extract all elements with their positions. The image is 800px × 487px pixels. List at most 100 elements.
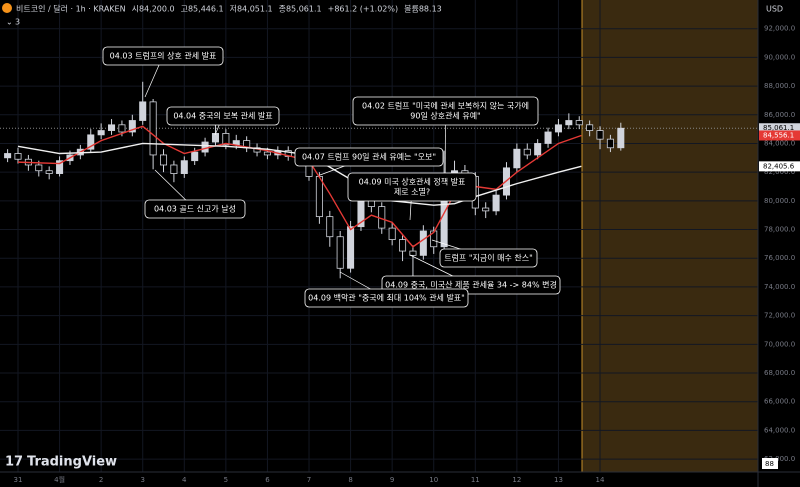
candle (388, 222, 396, 246)
candle-body (596, 130, 604, 140)
moving-average (17, 142, 582, 206)
candle (399, 235, 407, 262)
annotation-text: 90일 상호관세 유예" (410, 111, 480, 121)
annotation-box (352, 96, 539, 126)
candle (565, 113, 573, 130)
candle (4, 149, 12, 163)
candle-body (56, 160, 64, 174)
candle (544, 127, 552, 148)
price-label-box (759, 130, 800, 141)
x-tick-label: 8 (348, 476, 352, 484)
candle-body (45, 170, 53, 174)
axes: 62,000.0 64,000.0 66,000.0 68,000.0 70,000.0… (14, 25, 800, 484)
x-tick-label: 11 (471, 476, 480, 484)
header-text: 비트코인 / 달러 · 1h · KRAKEN (16, 4, 126, 14)
highlight-region (582, 0, 758, 472)
annotation-text: 04.04 중국의 보복 관세 발표 (173, 111, 272, 121)
annotation-text: 04.02 트럼프 "미국에 관세 보복하지 않는 국가에 (362, 101, 529, 111)
price-label-box (759, 123, 800, 134)
candle-body (35, 164, 43, 172)
candle (596, 126, 604, 150)
y-tick-label: 80,000.0 (764, 197, 795, 205)
x-tick-label: 6 (265, 476, 270, 484)
header-text: 볼륨88.13 (404, 4, 442, 14)
annotation-box (166, 106, 280, 126)
plot (0, 81, 758, 279)
y-tick-label: 72,000.0 (764, 312, 795, 320)
price-label: 84,556.1 (763, 131, 794, 139)
annotation-box (304, 288, 469, 308)
candle (336, 230, 344, 279)
candle-body (336, 236, 344, 269)
candle-body (263, 151, 271, 156)
x-tick-label: 31 (14, 476, 23, 484)
header-text: 시84,200.0 (132, 5, 175, 14)
x-tick-label: 12 (512, 476, 521, 484)
volume-badge-box (762, 458, 778, 469)
y-tick-label: 86,000.0 (764, 111, 795, 119)
brand: TradingView (27, 455, 117, 470)
annotation-text: 04.09 미국 상호관세 정책 발표 (359, 177, 466, 187)
candle-body (419, 230, 427, 256)
candle (108, 119, 116, 135)
indicator-count[interactable]: 3 (15, 18, 20, 27)
candle (409, 245, 417, 277)
candle-body (482, 207, 490, 212)
y-tick-label: 78,000.0 (764, 226, 795, 234)
annotation-box (294, 147, 444, 167)
candle-body (149, 101, 157, 156)
candle-body (388, 227, 396, 240)
candle-body (523, 148, 531, 156)
candle-body (399, 239, 407, 252)
x-tick-label: 3 (140, 476, 144, 484)
x-tick-label: 4월 (54, 475, 65, 484)
y-tick-label: 92,000.0 (764, 25, 795, 33)
y-tick-label: 74,000.0 (764, 283, 795, 291)
candle (575, 116, 583, 130)
annotation-text: 04.03 트럼프의 상호 관세 발표 (110, 51, 217, 61)
candle (586, 120, 594, 137)
candle-body (87, 134, 95, 150)
annotation-text: 제로 소멸? (394, 187, 430, 197)
indicator-toggle[interactable]: ⌄ (6, 18, 13, 27)
y-tick-label: 70,000.0 (764, 340, 795, 348)
annotation-text: 04.03 골드 신고가 날성 (154, 204, 236, 214)
candle-body (118, 124, 126, 133)
x-tick-label: 10 (429, 476, 438, 484)
candle (128, 114, 136, 137)
annotation-box (144, 199, 246, 219)
candle (326, 210, 334, 247)
y-tick-label: 66,000.0 (764, 398, 795, 406)
candle-body (544, 131, 552, 144)
moving-average (17, 125, 582, 248)
candle-body (4, 153, 12, 159)
y-tick-label: 82,000.0 (764, 168, 795, 176)
annotation-text: 04.07 트럼프 90일 관세 유예는 "오보" (302, 152, 436, 162)
candle (523, 143, 531, 160)
candle-body (513, 148, 521, 169)
candle-body (139, 101, 147, 121)
candle-body (108, 124, 116, 131)
candle (482, 202, 490, 219)
candle (45, 166, 53, 180)
candle-body (191, 151, 199, 162)
y-tick-label: 90,000.0 (764, 53, 795, 61)
candle-body (575, 120, 583, 126)
x-tick-label: 13 (554, 476, 563, 484)
volume-badge: 88 (765, 460, 774, 468)
candle-body (326, 216, 334, 238)
coin-icon (2, 3, 12, 13)
header-text: 고85,446.1 (181, 5, 224, 14)
x-tick-label: 2 (99, 476, 103, 484)
candle-body (180, 160, 188, 174)
candle-body (617, 127, 625, 149)
candle (513, 143, 521, 173)
candle-body (586, 124, 594, 131)
header-text: +861.2 (+1.02%) (328, 5, 399, 14)
candle-body (159, 154, 168, 166)
candle (492, 189, 500, 216)
price-label: 82,405.6 (763, 162, 795, 170)
annotations: 04.03 트럼프의 상호 관세 발표 04.04 중국의 보복 관세 발표 04.… (102, 46, 561, 308)
candle-body (534, 143, 542, 156)
price-label-box (759, 161, 800, 172)
